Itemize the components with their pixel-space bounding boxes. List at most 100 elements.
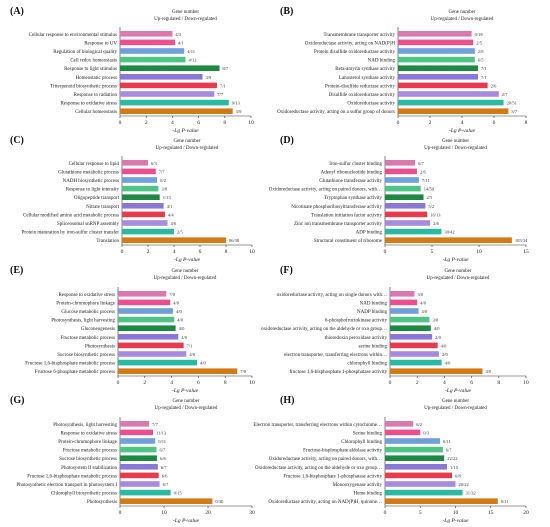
- panel-letter: (B): [280, 6, 293, 17]
- panel-letter: (D): [280, 135, 294, 146]
- bar-value-label: 6/7: [161, 465, 168, 470]
- bar: [398, 48, 475, 54]
- x-axis-label: -Lg P-value: [442, 257, 469, 263]
- category-label: Photosynthesis, light harvesting: [51, 319, 115, 324]
- bar-value-label: 20/22: [459, 482, 469, 487]
- bar-value-label: 1/15: [450, 465, 459, 470]
- category-label: Response to radiation: [74, 93, 118, 98]
- bar: [390, 359, 442, 366]
- legend-subtitle: Up-regulated / Down-regulated: [424, 146, 487, 151]
- x-tick-label: 6: [470, 380, 473, 386]
- bar: [390, 351, 439, 357]
- bar: [118, 342, 184, 349]
- bar: [122, 168, 156, 175]
- category-label: Chlorophyll biosynthetic process: [51, 492, 117, 497]
- category-label: Tryptophan synthase activity: [324, 196, 382, 201]
- category-label: Oligopeptide transport: [74, 196, 120, 201]
- x-tick-label: 2: [416, 380, 419, 386]
- x-tick-label: 2: [143, 380, 146, 386]
- bar: [385, 429, 421, 436]
- x-tick-label: 2: [429, 120, 432, 126]
- category-label: Response to oxidative stress: [60, 102, 117, 107]
- bar: [385, 498, 498, 504]
- bar-value-label: 2/5: [177, 230, 184, 235]
- x-tick-label: 10: [249, 380, 255, 386]
- bar: [398, 39, 474, 46]
- x-tick-label: 0: [389, 380, 392, 386]
- x-tick-label: 30: [249, 510, 255, 516]
- category-label: Photosynthesis: [87, 500, 117, 505]
- category-label: Protein maturation by iron-sulfur cluste…: [22, 231, 120, 236]
- bar-value-label: 6/7: [163, 482, 170, 487]
- legend-title: Gene number: [172, 399, 199, 404]
- bar-value-label: 2/6: [433, 221, 440, 226]
- bar-value-label: 0/11: [443, 439, 451, 444]
- category-label: Nicotinate phosphoribosyltransferase act…: [291, 205, 382, 210]
- bar-value-label: 4/11: [187, 49, 195, 54]
- panel-letter: (F): [280, 265, 293, 276]
- bar: [398, 108, 509, 114]
- bar-value-label: 3/0: [417, 292, 424, 297]
- bar-value-label: 6/7: [418, 161, 425, 166]
- category-label: Oxidoreductase activity, acting on NAD(P…: [305, 41, 395, 46]
- category-label: Photosynthesis: [85, 344, 115, 349]
- bar-value-label: 2/0: [442, 352, 449, 357]
- bar: [390, 308, 419, 314]
- category-label: Oxidoreductase activity, acting on paire…: [269, 457, 382, 462]
- category-label: Glutathione transferase activity: [319, 179, 382, 184]
- category-label: Oxidoreductase activity: [347, 102, 395, 107]
- x-tick-label: 10: [248, 120, 254, 126]
- bar: [120, 108, 233, 114]
- bar: [385, 185, 421, 192]
- panel-g: (G) Gene number Up-regulated / Down-regula…: [10, 395, 255, 524]
- category-label: Response to oxidative stress: [60, 431, 117, 436]
- category-label: Fructose 1,6-bisphosphate metabolic proc…: [27, 474, 117, 479]
- bar: [120, 39, 176, 46]
- category-label: Sucrose biosynthetic process: [57, 353, 115, 358]
- x-axis-label: -Lg P-value: [172, 128, 199, 134]
- category-label: Protein-chromophore linkage: [58, 440, 118, 445]
- bar: [390, 299, 418, 306]
- category-label: Fructose-bisphosphate aldolase activity: [303, 449, 382, 454]
- legend-subtitle: Up-regulated / Down-regulated: [424, 406, 487, 411]
- bar: [120, 472, 159, 479]
- bar-value-label: 7/1: [187, 343, 193, 348]
- bar-value-label: 7/0: [240, 369, 247, 374]
- bar-value-label: 31/32: [466, 491, 476, 496]
- bar: [118, 368, 238, 374]
- bar: [120, 429, 153, 436]
- x-tick-label: 4: [443, 380, 446, 386]
- bar-value-label: 4/0: [441, 343, 448, 348]
- bar: [398, 99, 504, 106]
- legend-title: Gene number: [171, 269, 198, 274]
- category-label: Cellular response to environmental stimu…: [29, 33, 117, 38]
- legend-subtitle: Up-regulated / Down-regulated: [155, 406, 218, 411]
- bar-value-label: 7/7: [159, 169, 166, 174]
- bar: [120, 74, 203, 80]
- category-label: 6-phosphofructokinase activity: [325, 319, 388, 324]
- bar-value-label: 7/11: [422, 178, 430, 183]
- bar: [385, 438, 440, 444]
- x-tick-label: 6: [199, 249, 202, 255]
- bar: [398, 74, 478, 80]
- panel-c: (C) Gene number Up-regulated / Down-regula…: [10, 135, 255, 263]
- bar: [122, 203, 164, 209]
- bar: [385, 168, 417, 175]
- bar-value-label: 9/13: [232, 101, 241, 106]
- bar-value-label: 22/22: [447, 456, 457, 461]
- x-axis-label: -Lg P-value: [445, 388, 472, 394]
- bar-value-label: 4/0: [189, 352, 196, 357]
- bar: [122, 194, 160, 200]
- bar: [122, 237, 226, 243]
- x-tick-label: 5: [419, 510, 422, 516]
- bar: [385, 194, 424, 200]
- x-tick-label: 2: [147, 249, 150, 255]
- bar: [120, 446, 157, 453]
- category-label: Cellular homeostasis: [75, 110, 117, 115]
- bar-value-label: 4/12: [189, 58, 197, 63]
- category-label: NADH biosynthetic process: [63, 179, 119, 184]
- x-tick-label: 4: [171, 120, 174, 126]
- bar-value-label: 11/13: [156, 430, 167, 435]
- category-label: Heme binding: [354, 492, 383, 497]
